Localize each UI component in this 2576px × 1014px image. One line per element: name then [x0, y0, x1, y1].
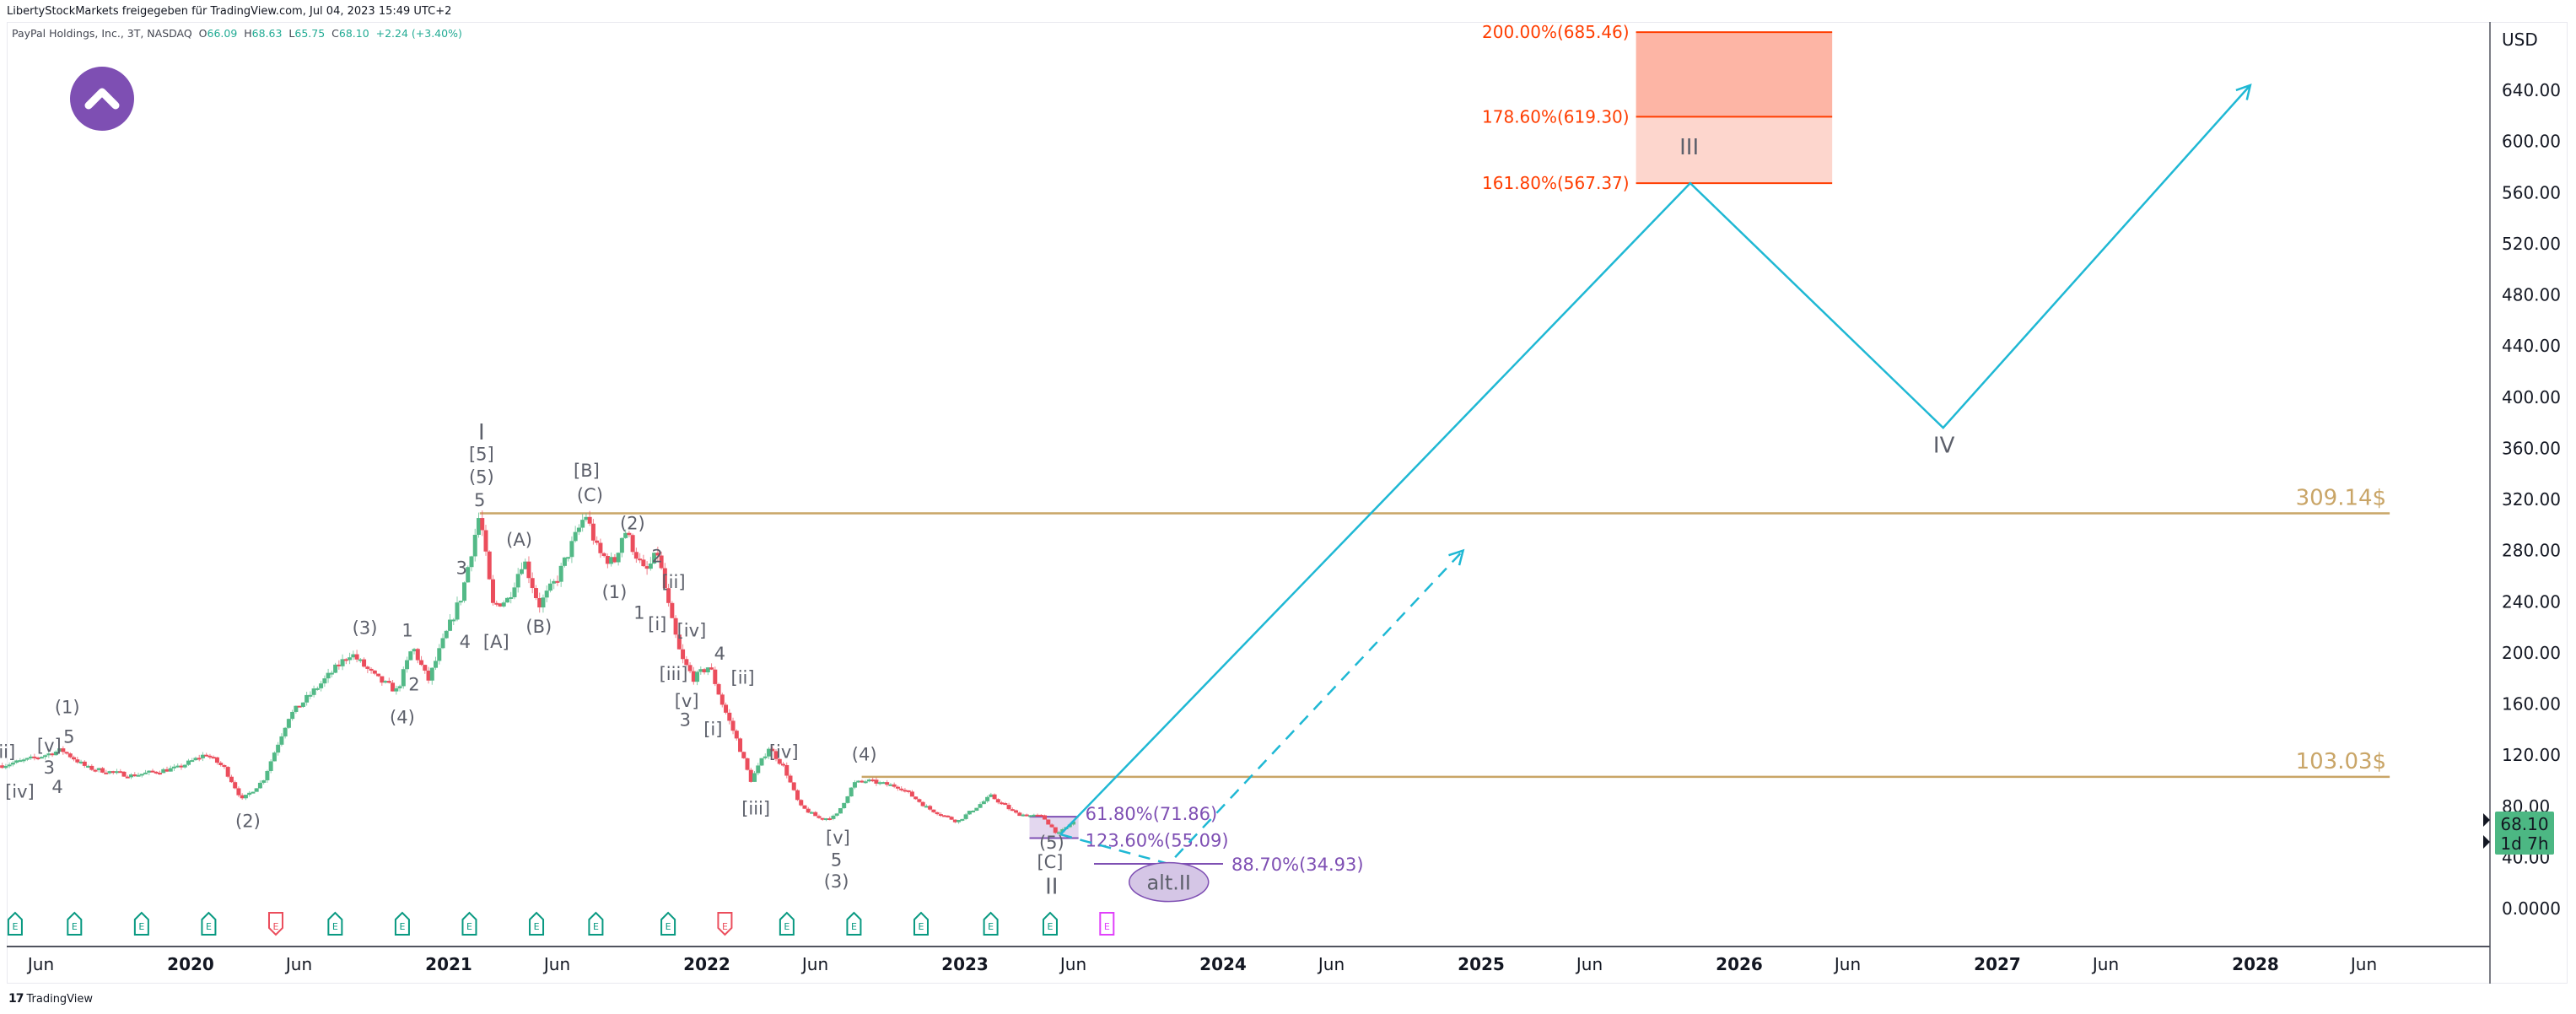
open-value: 66.09 [207, 27, 238, 40]
open-label: O [198, 27, 207, 40]
author-logo[interactable] [70, 67, 134, 131]
symbol-name: PayPal Holdings, Inc., 3T, NASDAQ [12, 27, 192, 40]
high-label: H [244, 27, 252, 40]
change-value: +2.24 (+3.40%) [375, 27, 462, 40]
tradingview-footer[interactable]: 17 TradingView [8, 992, 93, 1006]
candle-body [0, 765, 5, 769]
close-value: 68.10 [338, 27, 369, 40]
low-value: 65.75 [294, 27, 326, 40]
chevron-up-icon [84, 88, 120, 110]
high-value: 68.63 [251, 27, 283, 40]
shared-by-caption: LibertyStockMarkets freigegeben für Trad… [7, 5, 452, 18]
footer-brand: TradingView [26, 992, 94, 1006]
tradingview-logo-icon: 17 [8, 992, 24, 1006]
low-label: L [288, 27, 295, 40]
close-label: C [331, 27, 339, 40]
chart-frame [7, 22, 2568, 984]
symbol-legend: PayPal Holdings, Inc., 3T, NASDAQ O66.09… [12, 27, 462, 40]
